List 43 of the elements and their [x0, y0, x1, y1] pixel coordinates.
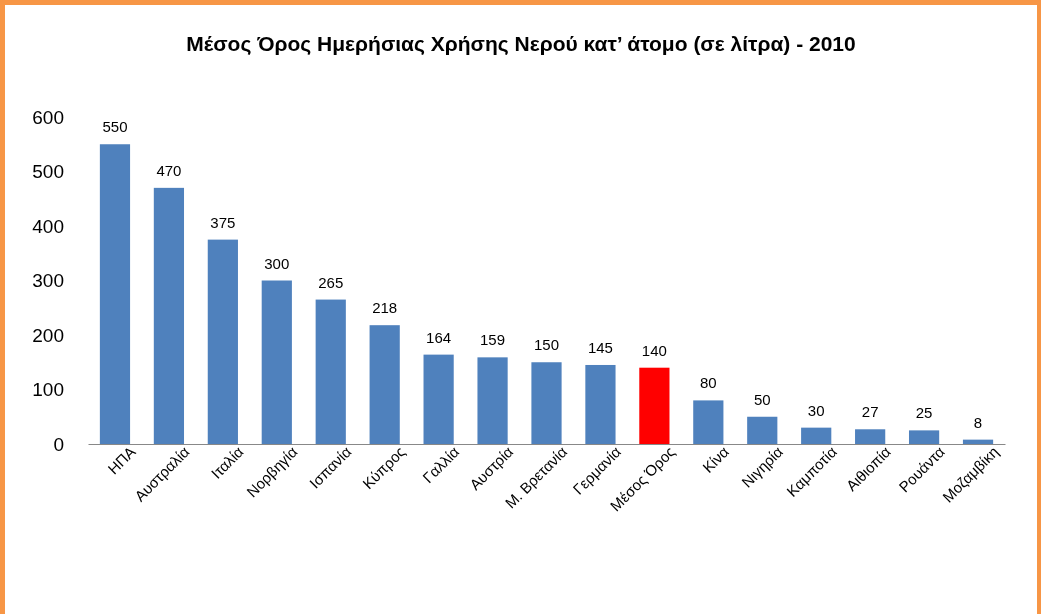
data-label: 30	[807, 401, 825, 419]
bar	[585, 364, 616, 444]
data-label: 27	[861, 403, 879, 421]
data-label: 159	[480, 331, 506, 349]
y-tick-label: 600	[32, 106, 64, 128]
y-tick-label: 500	[32, 161, 64, 183]
data-label: 8	[973, 413, 983, 431]
bar	[207, 239, 238, 444]
data-label: 300	[264, 254, 290, 272]
bar	[962, 439, 994, 444]
bar	[153, 187, 185, 444]
data-label: 218	[372, 299, 398, 317]
bar	[531, 362, 562, 444]
data-label: 164	[426, 328, 452, 346]
y-tick-label: 300	[32, 270, 64, 292]
data-label: 550	[102, 118, 128, 136]
y-tick-label: 400	[32, 215, 64, 237]
x-tick-label: Κίνα	[699, 442, 733, 476]
data-label: 50	[753, 390, 771, 408]
bar	[423, 354, 454, 444]
bar	[747, 416, 778, 444]
data-label: 470	[156, 161, 182, 179]
bar	[639, 367, 670, 444]
y-tick-label: 100	[32, 379, 64, 401]
bar	[855, 429, 886, 444]
y-tick-label: 200	[32, 324, 64, 346]
data-label: 145	[587, 338, 613, 356]
bar	[801, 427, 832, 444]
bar	[908, 430, 940, 444]
chart-title: Μέσος Όρος Ημερήσιας Χρήσης Νερού κατ’ άτομο (σε λίτρα) - 2010	[186, 32, 856, 56]
y-tick-label: 0	[53, 433, 64, 455]
bar	[369, 325, 400, 444]
data-label: 25	[915, 404, 933, 422]
bar	[99, 144, 131, 444]
data-label: 375	[210, 213, 236, 231]
data-label: 140	[641, 341, 667, 359]
bar	[315, 299, 346, 444]
bar	[477, 357, 508, 444]
bar	[261, 280, 292, 444]
data-label: 80	[699, 374, 717, 392]
data-label: 150	[533, 336, 560, 354]
bar	[693, 400, 724, 444]
data-label: 265	[318, 273, 344, 291]
